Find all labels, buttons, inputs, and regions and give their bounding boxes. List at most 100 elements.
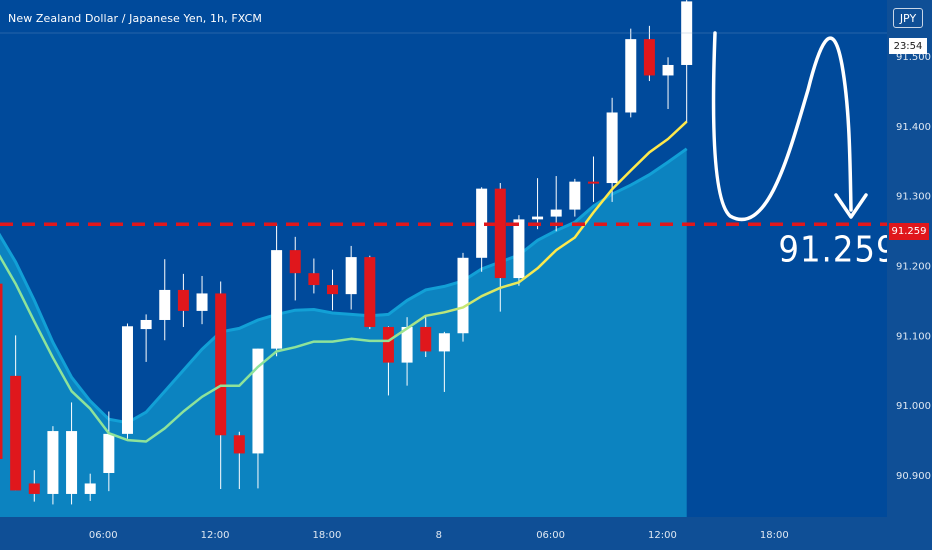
candle-body xyxy=(345,257,357,295)
candle xyxy=(420,315,432,358)
candle-body xyxy=(47,431,59,494)
candle-body xyxy=(0,283,3,460)
candle-body xyxy=(327,285,339,295)
candle xyxy=(308,258,320,294)
projection-arrowhead xyxy=(834,193,868,219)
level-label: 91.259 xyxy=(778,229,897,270)
candle-body xyxy=(233,435,245,454)
candle-body xyxy=(196,293,208,311)
band-upper-line xyxy=(0,147,688,425)
symbol-title: New Zealand Dollar / Japanese Yen, 1h, F… xyxy=(8,12,262,25)
candle-body xyxy=(643,39,655,76)
candle-body xyxy=(121,326,133,434)
candle xyxy=(550,176,562,232)
candle-body xyxy=(84,483,96,494)
projection-arrow xyxy=(711,31,853,222)
candle-body xyxy=(177,289,189,311)
candle-body xyxy=(140,319,152,330)
candle-body xyxy=(438,333,450,352)
candle-body xyxy=(513,219,525,279)
level-price-badge: 91.259 xyxy=(889,223,929,240)
candle xyxy=(513,215,525,286)
candle-body xyxy=(569,181,581,210)
candle xyxy=(532,178,544,230)
candle xyxy=(289,236,301,301)
candle xyxy=(382,326,394,396)
candle-body xyxy=(625,39,637,113)
candle-body xyxy=(364,257,376,327)
currency-badge[interactable]: JPY xyxy=(893,8,923,28)
candle xyxy=(103,411,115,492)
candle xyxy=(438,331,450,392)
y-tick-label: 91.100 xyxy=(896,331,931,342)
candle-body xyxy=(532,216,544,220)
y-tick-label: 91.000 xyxy=(896,401,931,412)
candle-body xyxy=(587,181,599,184)
candle-body xyxy=(401,326,413,363)
x-tick-label: 12:00 xyxy=(201,530,230,541)
candle xyxy=(625,28,637,118)
candle xyxy=(345,245,357,310)
y-tick-label: 91.500 xyxy=(896,52,931,63)
y-tick-label: 91.200 xyxy=(896,261,931,272)
candle-body xyxy=(271,250,283,349)
candle xyxy=(177,273,189,327)
candle-body xyxy=(457,257,469,334)
candle xyxy=(84,473,96,501)
candle xyxy=(0,283,3,460)
candle-body xyxy=(66,431,78,494)
candle xyxy=(457,252,469,342)
candle xyxy=(271,223,283,357)
price-scale xyxy=(887,0,932,550)
candle xyxy=(233,431,245,490)
candle-body xyxy=(662,64,674,76)
candle xyxy=(364,255,376,330)
x-tick-label: 06:00 xyxy=(89,530,118,541)
bar-countdown: 23:54 xyxy=(889,38,927,54)
candle-body xyxy=(308,273,320,286)
candle xyxy=(196,275,208,325)
candle xyxy=(662,57,674,109)
candle-body xyxy=(159,289,171,320)
time-scale xyxy=(0,517,932,550)
candle xyxy=(643,25,655,82)
candle xyxy=(121,323,133,439)
candle-body xyxy=(606,112,618,184)
candle xyxy=(327,269,339,311)
x-tick-label: 18:00 xyxy=(313,530,342,541)
x-tick-label: 8 xyxy=(436,530,442,541)
candle-body xyxy=(494,188,506,279)
candle-body xyxy=(382,326,394,363)
candle xyxy=(140,314,152,362)
candle-body xyxy=(103,433,115,473)
moving-average-line xyxy=(0,120,688,443)
y-tick-label: 91.300 xyxy=(896,192,931,203)
candle-body xyxy=(476,188,488,258)
candle-body xyxy=(215,293,227,436)
x-tick-label: 18:00 xyxy=(760,530,789,541)
candle-body xyxy=(550,209,562,217)
x-tick-label: 12:00 xyxy=(648,530,677,541)
candle xyxy=(606,97,618,202)
candle xyxy=(252,348,264,489)
candle-body xyxy=(289,250,301,274)
candle xyxy=(476,187,488,272)
candle xyxy=(569,178,581,217)
candle xyxy=(66,402,78,505)
candle xyxy=(587,156,599,202)
x-tick-label: 06:00 xyxy=(536,530,565,541)
candle xyxy=(10,335,22,491)
y-tick-label: 90.900 xyxy=(896,471,931,482)
y-tick-label: 91.400 xyxy=(896,122,931,133)
candle xyxy=(28,470,40,502)
candle xyxy=(159,259,171,341)
candle-body xyxy=(28,483,40,494)
band-area xyxy=(0,148,687,517)
candle-body xyxy=(252,348,264,454)
candle-body xyxy=(10,375,22,491)
candle xyxy=(47,426,59,505)
candle-body xyxy=(420,326,432,352)
candle xyxy=(494,183,506,312)
